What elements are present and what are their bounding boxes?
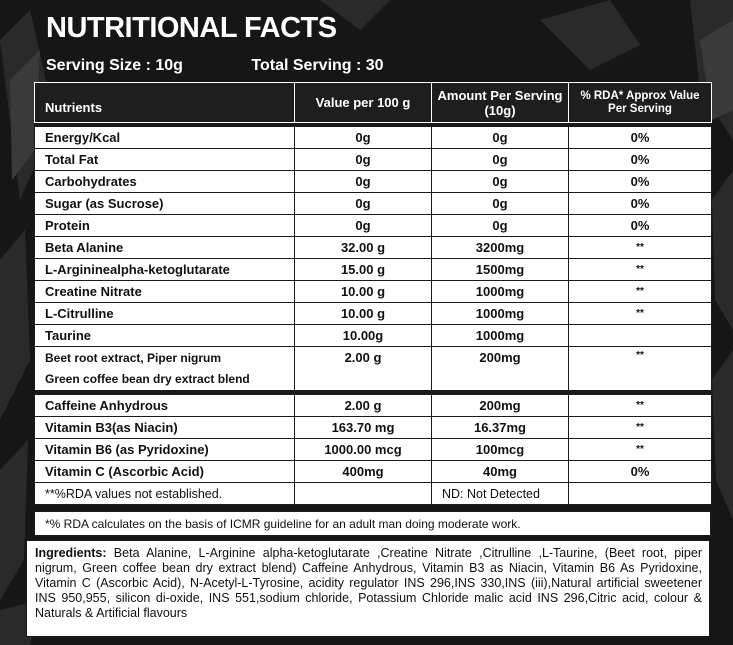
- total-serving: Total Serving : 30: [251, 57, 384, 74]
- not-detected-note: ND: Not Detected: [431, 482, 569, 505]
- amount-per-serving: 1000mg: [431, 302, 569, 325]
- table-row: Protein 0g 0g 0%: [34, 214, 712, 237]
- nutrient-name: Vitamin B3(as Niacin): [34, 416, 295, 439]
- value-per-100g: 0g: [294, 126, 432, 149]
- amount-per-serving: 1000mg: [431, 280, 569, 303]
- amount-per-serving: 3200mg: [431, 236, 569, 259]
- nutrient-name: Protein: [34, 214, 295, 237]
- table-row: Caffeine Anhydrous 2.00 g 200mg **: [34, 394, 712, 417]
- table-row: Taurine 10.00g 1000mg: [34, 324, 712, 347]
- nutrient-name: L-Citrulline: [34, 302, 295, 325]
- table-row: Vitamin B3(as Niacin) 163.70 mg 16.37mg **: [34, 416, 712, 439]
- rda-value: **: [568, 258, 712, 281]
- nutrition-table: Nutrients Value per 100 g Amount Per Ser…: [34, 82, 712, 505]
- amount-per-serving: 0g: [431, 126, 569, 149]
- value-per-100g: 10.00g: [294, 324, 432, 347]
- nutrient-name: Total Fat: [34, 148, 295, 171]
- nutrient-name: L-Argininealpha-ketoglutarate: [34, 258, 295, 281]
- nutrient-name: Sugar (as Sucrose): [34, 192, 295, 215]
- value-per-100g: 0g: [294, 170, 432, 193]
- table-header-row: Nutrients Value per 100 g Amount Per Ser…: [34, 82, 712, 123]
- rda-value: **: [568, 394, 712, 417]
- amount-per-serving: 1500mg: [431, 258, 569, 281]
- ingredients-label: Ingredients:: [35, 546, 107, 560]
- value-per-100g: 10.00 g: [294, 302, 432, 325]
- footer-row: **%RDA values not established. ND: Not De…: [34, 482, 712, 505]
- rda-value: 0%: [568, 460, 712, 483]
- nutrient-name: Vitamin B6 (as Pyridoxine): [34, 438, 295, 461]
- rda-value: **: [568, 416, 712, 439]
- amount-per-serving: 40mg: [431, 460, 569, 483]
- header-nutrients: Nutrients: [34, 82, 295, 123]
- nutrient-name: Creatine Nitrate: [34, 280, 295, 303]
- rda-value: **: [568, 236, 712, 259]
- rda-value: [568, 324, 712, 347]
- rda-value: 0%: [568, 214, 712, 237]
- table-row: Vitamin B6 (as Pyridoxine) 1000.00 mcg 100…: [34, 438, 712, 461]
- value-per-100g: 163.70 mg: [294, 416, 432, 439]
- page-title: NUTRITIONAL FACTS: [46, 12, 337, 44]
- serving-size: Serving Size : 10g: [46, 57, 183, 74]
- rda-value: 0%: [568, 126, 712, 149]
- value-per-100g: 2.00 g: [294, 346, 432, 391]
- table-row: L-Citrulline 10.00 g 1000mg **: [34, 302, 712, 325]
- ingredients-text: Beta Alanine, L-Arginine alpha-ketogluta…: [35, 546, 702, 620]
- nutrient-name: Beet root extract, Piper nigrum Green cof…: [34, 346, 295, 391]
- ingredients-box: Ingredients: Beta Alanine, L-Arginine al…: [26, 540, 710, 637]
- empty-cell: [568, 482, 712, 505]
- value-per-100g: 10.00 g: [294, 280, 432, 303]
- rda-not-established-note: **%RDA values not established.: [34, 482, 295, 505]
- header-per100: Value per 100 g: [294, 82, 432, 123]
- value-per-100g: 0g: [294, 192, 432, 215]
- nutrient-name-line: Green coffee bean dry extract blend: [45, 372, 250, 386]
- table-row: Creatine Nitrate 10.00 g 1000mg **: [34, 280, 712, 303]
- value-per-100g: 2.00 g: [294, 394, 432, 417]
- value-per-100g: 1000.00 mcg: [294, 438, 432, 461]
- table-row: Beta Alanine 32.00 g 3200mg **: [34, 236, 712, 259]
- value-per-100g: 15.00 g: [294, 258, 432, 281]
- amount-per-serving: 200mg: [431, 346, 569, 391]
- rda-note: *% RDA calculates on the basis of ICMR g…: [34, 511, 711, 536]
- amount-per-serving: 200mg: [431, 394, 569, 417]
- amount-per-serving: 100mcg: [431, 438, 569, 461]
- nutrient-name: Energy/Kcal: [34, 126, 295, 149]
- amount-per-serving: 0g: [431, 214, 569, 237]
- rda-value: 0%: [568, 192, 712, 215]
- amount-per-serving: 0g: [431, 192, 569, 215]
- nutrient-name: Taurine: [34, 324, 295, 347]
- table-row: Energy/Kcal 0g 0g 0%: [34, 126, 712, 149]
- nutrient-name-line: Beet root extract, Piper nigrum: [45, 351, 222, 365]
- rda-value: **: [568, 280, 712, 303]
- header-rda: % RDA* Approx Value Per Serving: [568, 82, 712, 123]
- rda-value: 0%: [568, 148, 712, 171]
- table-row: Vitamin C (Ascorbic Acid) 400mg 40mg 0%: [34, 460, 712, 483]
- table-row: Carbohydrates 0g 0g 0%: [34, 170, 712, 193]
- table-row: Total Fat 0g 0g 0%: [34, 148, 712, 171]
- rda-value: 0%: [568, 170, 712, 193]
- nutrient-name: Beta Alanine: [34, 236, 295, 259]
- value-per-100g: 0g: [294, 214, 432, 237]
- rda-value: **: [568, 438, 712, 461]
- rda-value: **: [568, 302, 712, 325]
- rda-value: **: [568, 346, 712, 391]
- nutrient-name: Vitamin C (Ascorbic Acid): [34, 460, 295, 483]
- table-row: Beet root extract, Piper nigrum Green cof…: [34, 346, 712, 391]
- amount-per-serving: 16.37mg: [431, 416, 569, 439]
- amount-per-serving: 0g: [431, 170, 569, 193]
- empty-cell: [294, 482, 432, 505]
- value-per-100g: 32.00 g: [294, 236, 432, 259]
- amount-per-serving: 0g: [431, 148, 569, 171]
- serving-info: Serving Size : 10g Total Serving : 30: [46, 57, 384, 75]
- nutrient-name: Caffeine Anhydrous: [34, 394, 295, 417]
- nutrient-name: Carbohydrates: [34, 170, 295, 193]
- value-per-100g: 400mg: [294, 460, 432, 483]
- table-row: L-Argininealpha-ketoglutarate 15.00 g 1500…: [34, 258, 712, 281]
- value-per-100g: 0g: [294, 148, 432, 171]
- table-row: Sugar (as Sucrose) 0g 0g 0%: [34, 192, 712, 215]
- amount-per-serving: 1000mg: [431, 324, 569, 347]
- header-per-serving: Amount Per Serving (10g): [431, 82, 569, 123]
